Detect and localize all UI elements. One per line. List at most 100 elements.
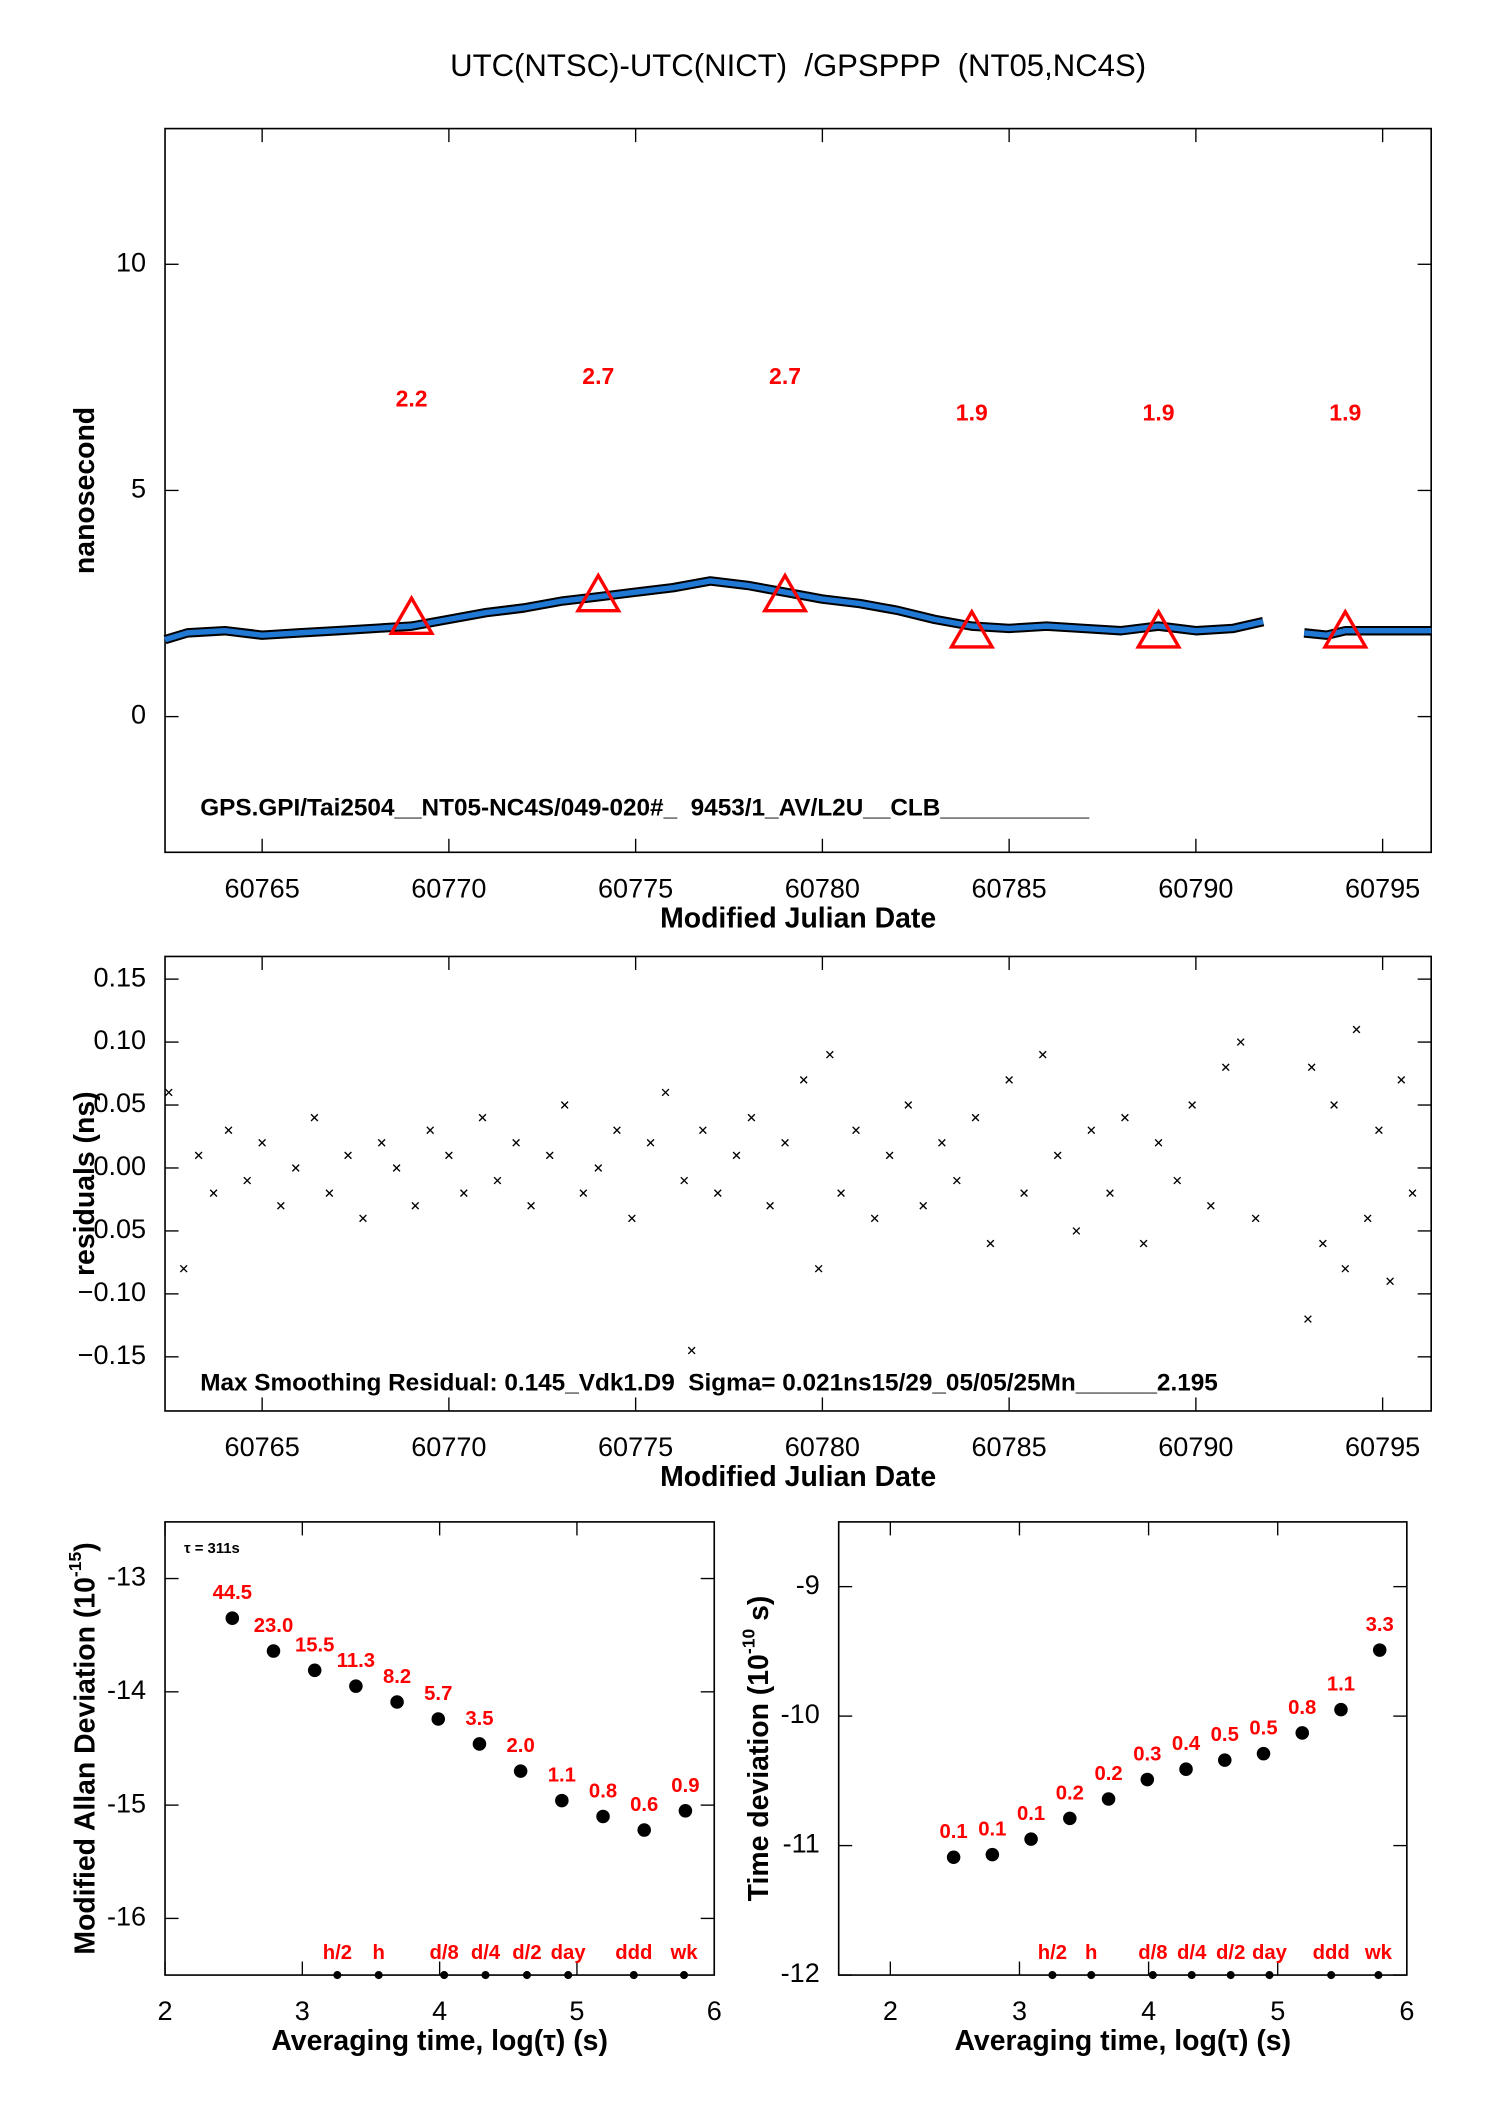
x-tick-label: 60765 [225, 873, 300, 903]
scatter-point [307, 1663, 322, 1678]
reference-label: d/2 [1216, 1942, 1245, 1964]
scatter-point [164, 1088, 173, 1097]
y-tick-label: 0.15 [93, 962, 146, 992]
scatter-point [971, 1113, 980, 1122]
reference-mark [629, 1971, 638, 1980]
scatter-point [359, 1214, 367, 1223]
scatter-point [1386, 1277, 1394, 1286]
scatter-point [1139, 1239, 1148, 1248]
triangle-marker [388, 594, 435, 636]
scatter-point [1397, 1075, 1406, 1084]
marker-label: 2.7 [582, 363, 614, 389]
x-axis-label: Averaging time, log(τ) (s) [954, 2025, 1291, 2057]
scatter-point [527, 1201, 535, 1210]
scatter-point [459, 1189, 468, 1198]
scatter-point [985, 1847, 1000, 1862]
x-tick-label: 2 [158, 1996, 173, 2026]
scatter-point [1372, 1643, 1387, 1657]
reference-label: d/4 [1177, 1942, 1207, 1964]
reference-label: d/8 [430, 1942, 459, 1964]
point-label: 0.8 [589, 1780, 617, 1802]
scatter-point [837, 1189, 845, 1198]
reference-label: wk [670, 1942, 699, 1964]
reference-label: h/2 [323, 1942, 352, 1964]
scatter-point [224, 1126, 233, 1135]
chart-title: UTC(NTSC)-UTC(NICT) /GPSPPP (NT05,NC4S) [450, 48, 1146, 83]
marker-label: 1.9 [956, 399, 988, 425]
x-tick-label: 60775 [598, 873, 673, 903]
scatter-point [266, 1644, 281, 1658]
x-axis-label: Averaging time, log(τ) (s) [271, 2025, 608, 2057]
scatter-point [637, 1823, 651, 1837]
scatter-point [1087, 1126, 1096, 1135]
y-tick-label: -15 [107, 1788, 146, 1818]
point-label: 0.2 [1094, 1763, 1122, 1785]
scatter-point [1005, 1075, 1013, 1084]
reference-mark [1087, 1971, 1096, 1980]
x-tick-label: 60775 [598, 1432, 673, 1462]
scatter-point [678, 1804, 693, 1818]
reference-mark [1148, 1971, 1157, 1980]
point-label: 0.1 [1017, 1803, 1045, 1825]
scatter-point [1295, 1726, 1310, 1740]
scatter-point [1101, 1792, 1116, 1806]
point-label: 0.1 [978, 1819, 1006, 1841]
y-axis-label: nanosecond [69, 407, 101, 574]
y-tick-label: 0 [131, 700, 146, 730]
y-tick-label: 10 [116, 247, 146, 277]
marker-label: 2.2 [396, 386, 428, 412]
scatter-point [1256, 1746, 1271, 1761]
scatter-point [919, 1201, 928, 1210]
reference-label: d/2 [512, 1942, 541, 1964]
scatter-point [1053, 1151, 1062, 1160]
scatter-point [225, 1611, 240, 1625]
y-tick-label: -11 [783, 1829, 820, 1859]
scatter-point [1063, 1811, 1077, 1826]
x-tick-label: 60780 [785, 873, 860, 903]
scatter-point [1236, 1038, 1245, 1046]
scatter-point [1341, 1264, 1350, 1273]
scatter-point [411, 1201, 420, 1210]
scatter-point [325, 1189, 334, 1198]
y-axis-label: Modified Allan Deviation (10-15) [64, 1542, 101, 1954]
triangle-marker [575, 572, 622, 613]
x-tick-label: 60770 [411, 873, 486, 903]
reference-label: day [1252, 1942, 1288, 1964]
point-label: 3.5 [465, 1708, 493, 1730]
scatter-point [1218, 1753, 1232, 1767]
x-tick-label: 3 [1012, 1996, 1027, 2026]
scatter-point [1330, 1101, 1338, 1109]
reference-label: ddd [615, 1942, 652, 1964]
scatter-point [1121, 1113, 1129, 1122]
scatter-point [344, 1151, 352, 1160]
x-tick-label: 60770 [411, 1432, 486, 1462]
point-label: 0.3 [1133, 1744, 1161, 1766]
x-tick-label: 60790 [1158, 1432, 1233, 1462]
scatter-point [243, 1176, 252, 1185]
x-tick-label: 60790 [1158, 873, 1233, 903]
scatter-point [1375, 1126, 1383, 1135]
y-tick-label: 0.10 [93, 1025, 146, 1055]
y-tick-label: 0.00 [93, 1151, 146, 1181]
reference-mark [1187, 1971, 1196, 1980]
point-label: 2.0 [507, 1735, 535, 1757]
scatter-point [1307, 1063, 1316, 1072]
y-tick-label: 5 [131, 474, 146, 504]
scatter-point [1408, 1189, 1417, 1198]
scatter-point [1106, 1189, 1114, 1198]
scatter-point [392, 1164, 401, 1172]
point-label: 0.2 [1056, 1782, 1084, 1804]
scatter-point [1206, 1201, 1215, 1210]
reference-mark [522, 1971, 532, 1980]
x-tick-label: 5 [1270, 1996, 1285, 2026]
scatter-point [1173, 1176, 1182, 1185]
plot-frame [837, 1521, 1408, 1976]
y-axis-label-tail: s) [743, 1596, 775, 1629]
scatter-point [680, 1176, 689, 1185]
scatter-point [472, 1737, 487, 1751]
scatter-point [613, 1126, 621, 1135]
y-tick-label: -13 [107, 1562, 146, 1592]
scatter-point [870, 1214, 879, 1223]
scatter-point [377, 1138, 386, 1147]
